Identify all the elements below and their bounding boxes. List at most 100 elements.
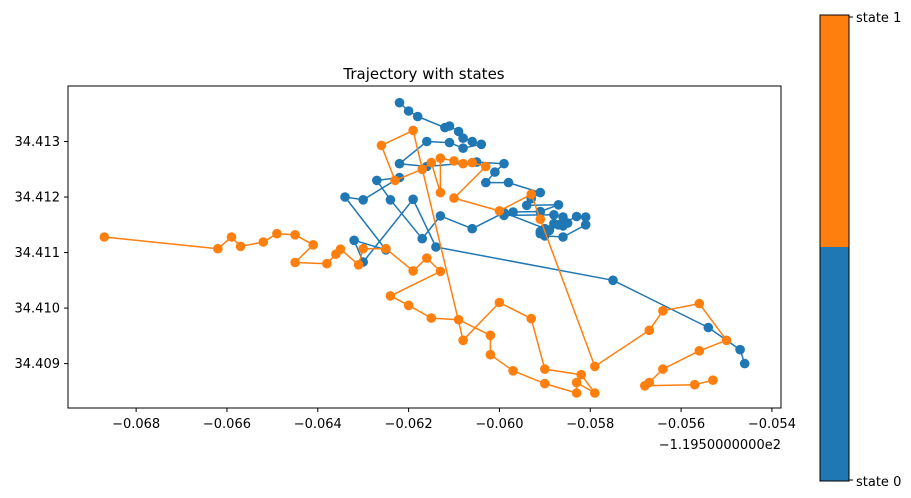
data-point bbox=[571, 377, 582, 388]
data-point bbox=[385, 291, 396, 301]
data-point bbox=[444, 137, 455, 148]
data-point bbox=[503, 177, 514, 188]
data-point bbox=[408, 194, 418, 205]
x-tick-label: −0.058 bbox=[566, 417, 614, 432]
data-point bbox=[449, 156, 459, 166]
data-point bbox=[735, 344, 745, 355]
data-point bbox=[458, 143, 468, 153]
colorbar-label-state-1: state 1 bbox=[856, 11, 901, 26]
x-tick-label: −0.064 bbox=[294, 417, 342, 432]
colorbar-frame bbox=[819, 14, 850, 482]
data-point bbox=[549, 210, 559, 220]
data-point bbox=[535, 187, 546, 198]
data-point bbox=[376, 140, 387, 151]
data-point bbox=[335, 244, 346, 254]
data-point bbox=[571, 211, 582, 222]
data-point bbox=[553, 200, 564, 210]
data-point bbox=[540, 378, 550, 389]
series-state-1 bbox=[99, 125, 732, 398]
data-point bbox=[494, 297, 505, 308]
y-tick-label: 34.411 bbox=[15, 246, 61, 261]
data-point bbox=[571, 388, 582, 398]
data-point bbox=[390, 175, 400, 186]
x-tick-label: −0.066 bbox=[203, 417, 251, 432]
data-point bbox=[490, 167, 500, 177]
data-point bbox=[640, 381, 650, 391]
data-point bbox=[308, 240, 319, 250]
data-point bbox=[526, 189, 536, 200]
colorbar-state-1-segment bbox=[820, 15, 849, 247]
data-point bbox=[213, 243, 223, 254]
data-point bbox=[322, 258, 332, 269]
data-point bbox=[658, 364, 668, 374]
data-point bbox=[444, 121, 455, 131]
data-point bbox=[485, 349, 496, 360]
data-point bbox=[458, 158, 468, 169]
x-tick-label: −0.068 bbox=[112, 417, 160, 432]
data-point bbox=[558, 232, 568, 242]
data-point bbox=[708, 375, 718, 386]
data-point bbox=[435, 153, 446, 163]
data-point bbox=[499, 158, 509, 169]
data-point bbox=[694, 346, 705, 356]
data-point bbox=[694, 298, 705, 309]
data-point bbox=[449, 193, 459, 203]
data-point bbox=[658, 306, 668, 316]
y-tick-label: 34.412 bbox=[15, 191, 61, 206]
data-point bbox=[739, 358, 750, 369]
data-point bbox=[353, 260, 364, 270]
data-point bbox=[417, 233, 428, 244]
data-point bbox=[580, 212, 591, 222]
data-point bbox=[272, 228, 282, 239]
data-point bbox=[494, 206, 505, 216]
data-point bbox=[458, 133, 468, 143]
data-point bbox=[580, 220, 591, 230]
x-axis: −0.068 −0.066 −0.064 −0.062 −0.060 −0.058 −0.0… bbox=[112, 408, 796, 432]
data-point bbox=[426, 157, 437, 168]
data-point bbox=[381, 243, 391, 254]
x-tick-label: −0.056 bbox=[657, 417, 705, 432]
data-point bbox=[508, 207, 518, 217]
data-point bbox=[340, 192, 350, 202]
chart-title: Trajectory with states bbox=[342, 65, 504, 83]
y-axis: 34.409 34.410 34.411 34.412 34.413 bbox=[15, 135, 68, 372]
data-point bbox=[721, 335, 732, 346]
data-point bbox=[476, 139, 487, 150]
data-point bbox=[689, 379, 700, 390]
y-tick-label: 34.410 bbox=[15, 302, 61, 317]
y-tick-label: 34.413 bbox=[15, 135, 61, 150]
data-point bbox=[540, 364, 550, 374]
data-point bbox=[349, 235, 359, 246]
data-point bbox=[521, 200, 532, 211]
data-point bbox=[408, 125, 418, 136]
x-tick-label: −0.062 bbox=[385, 417, 433, 432]
data-point bbox=[226, 232, 237, 242]
data-point bbox=[544, 225, 555, 236]
data-point bbox=[590, 361, 600, 372]
data-point bbox=[394, 158, 405, 169]
data-point bbox=[99, 232, 110, 242]
data-point bbox=[403, 106, 414, 116]
data-point bbox=[408, 266, 418, 276]
data-point bbox=[453, 314, 464, 325]
data-point bbox=[608, 275, 618, 286]
data-point bbox=[467, 223, 478, 234]
data-point bbox=[703, 322, 714, 333]
data-point bbox=[258, 237, 269, 247]
data-point bbox=[535, 214, 546, 224]
data-point bbox=[431, 242, 441, 252]
data-point bbox=[358, 243, 369, 254]
data-point bbox=[394, 97, 405, 108]
data-point bbox=[385, 195, 396, 205]
colorbar-state-0-segment bbox=[820, 247, 849, 481]
data-point bbox=[435, 187, 446, 198]
data-point bbox=[417, 164, 428, 175]
data-point bbox=[235, 241, 246, 252]
data-point bbox=[562, 218, 573, 228]
data-point bbox=[290, 230, 300, 240]
colorbar: state 1 state 0 bbox=[819, 11, 901, 490]
data-point bbox=[481, 177, 491, 188]
data-point bbox=[485, 330, 496, 341]
